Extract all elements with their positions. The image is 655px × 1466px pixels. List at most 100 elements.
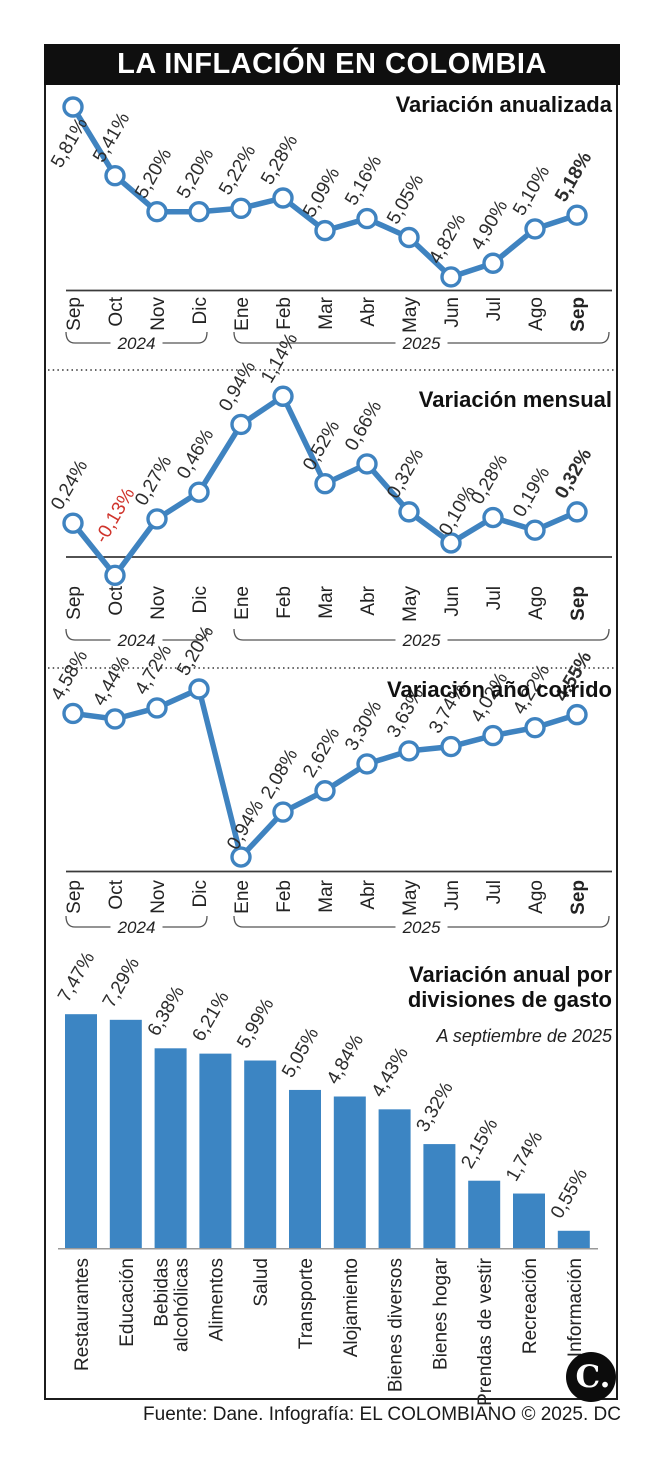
data-point-marker: [482, 724, 504, 747]
value-label: 4,82%: [425, 210, 470, 267]
bar-category-label: Alojamiento: [341, 1258, 362, 1357]
data-point-marker: [62, 512, 84, 534]
value-label: 0,28%: [467, 451, 512, 508]
value-label: 5,10%: [509, 162, 554, 219]
year-label: 2024: [117, 631, 156, 650]
data-point-marker: [314, 219, 336, 242]
year-bracket-left: [233, 915, 396, 928]
year-label: 2025: [402, 918, 441, 937]
month-label: Ene: [232, 880, 253, 914]
bar-value-label: 6,21%: [189, 988, 234, 1045]
data-point-marker: [566, 703, 588, 726]
data-point-marker: [398, 740, 420, 762]
bar: [557, 1230, 590, 1248]
bar: [513, 1193, 545, 1248]
bar-category-label: Bienes hogar: [430, 1257, 451, 1370]
month-label: Nov: [148, 297, 169, 331]
bar: [199, 1053, 232, 1248]
year-label: 2024: [117, 918, 156, 937]
value-label: 5,05%: [383, 171, 428, 228]
bar: [109, 1019, 142, 1248]
month-label: Dic: [190, 880, 211, 907]
value-label: 5,16%: [341, 152, 386, 209]
bar-value-label: 5,99%: [233, 995, 278, 1052]
value-label: -0,13%: [91, 484, 139, 547]
bar: [65, 1014, 97, 1248]
month-label: Nov: [148, 586, 169, 620]
bar: [423, 1144, 456, 1248]
value-label: 0,32%: [383, 445, 428, 502]
data-point-marker: [62, 702, 84, 725]
data-point-marker: [440, 266, 462, 288]
month-label: Ago: [526, 297, 547, 331]
value-label: 2,08%: [257, 745, 302, 802]
data-point-marker: [356, 753, 378, 775]
data-point-marker: [146, 697, 168, 719]
year-label: 2025: [402, 334, 441, 353]
title-bar: LA INFLACIÓN EN COLOMBIA: [44, 44, 620, 85]
data-point-marker: [272, 801, 294, 823]
value-label: 5,09%: [299, 164, 344, 221]
data-point-marker: [188, 201, 210, 223]
month-label: Sep: [64, 880, 85, 914]
data-point-marker: [230, 197, 252, 220]
data-point-marker: [482, 506, 504, 529]
data-point-marker: [146, 508, 168, 530]
month-label: Sep: [64, 586, 85, 620]
year-label: 2025: [402, 631, 441, 650]
bar: [333, 1096, 366, 1248]
month-label: Oct: [106, 879, 127, 909]
chart-title-ytd: Variación año corrido: [387, 677, 612, 702]
data-point-marker: [314, 472, 336, 495]
data-point-marker: [398, 226, 420, 249]
bar: [154, 1048, 187, 1248]
value-label: 4,44%: [89, 652, 134, 709]
bar-category-label: alcohólicas: [172, 1258, 193, 1352]
data-point-marker: [398, 501, 420, 523]
year-bracket-right: [162, 331, 208, 344]
bar-value-label: 4,43%: [368, 1044, 413, 1101]
value-label: 0,19%: [509, 463, 554, 520]
month-label: Feb: [274, 586, 295, 619]
year-bracket-right: [447, 628, 610, 641]
data-point-marker: [356, 207, 378, 230]
logo-letter: C.: [575, 1359, 611, 1395]
el-colombiano-logo: C.: [566, 1352, 616, 1402]
month-label: Feb: [274, 297, 295, 330]
bar-category-label: Prendas de vestir: [475, 1257, 496, 1406]
page-title: LA INFLACIÓN EN COLOMBIA: [117, 48, 547, 80]
value-label: 5,20%: [173, 145, 218, 202]
month-label: Jul: [484, 586, 505, 610]
month-label: Jul: [484, 297, 505, 321]
bar-value-label: 1,74%: [502, 1128, 547, 1185]
value-label: 5,22%: [215, 142, 260, 199]
month-label: Mar: [316, 879, 337, 912]
value-label: 1,14%: [257, 330, 302, 387]
value-label: 5,20%: [173, 622, 218, 679]
bar-category-label: Recreación: [520, 1258, 541, 1354]
data-point-marker: [524, 218, 546, 240]
chart-title-monthly: Variación mensual: [418, 387, 612, 412]
month-label: Ene: [232, 297, 253, 331]
month-label: Ago: [526, 880, 547, 914]
bar-value-label: 7,29%: [99, 954, 144, 1011]
data-point-marker: [482, 252, 504, 274]
value-label: 5,41%: [89, 109, 134, 166]
bar-value-label: 4,84%: [323, 1031, 368, 1088]
data-point-marker: [440, 735, 462, 758]
data-point-marker: [524, 519, 546, 541]
data-point-marker: [566, 204, 588, 226]
year-bracket-left: [233, 331, 396, 344]
year-bracket-left: [65, 331, 111, 344]
month-label: Ago: [526, 586, 547, 620]
value-label: 0,27%: [131, 452, 176, 509]
value-label: 5,81%: [47, 114, 92, 171]
bar-category-label: Bebidas: [152, 1258, 173, 1327]
month-label: Mar: [316, 296, 337, 329]
month-label: Sep: [64, 297, 85, 331]
chart-title-annualized: Variación anualizada: [395, 92, 612, 117]
month-label: Jun: [442, 297, 463, 328]
bar-value-label: 7,47%: [54, 948, 99, 1005]
month-label: May: [400, 586, 421, 622]
data-point-marker: [104, 564, 126, 587]
